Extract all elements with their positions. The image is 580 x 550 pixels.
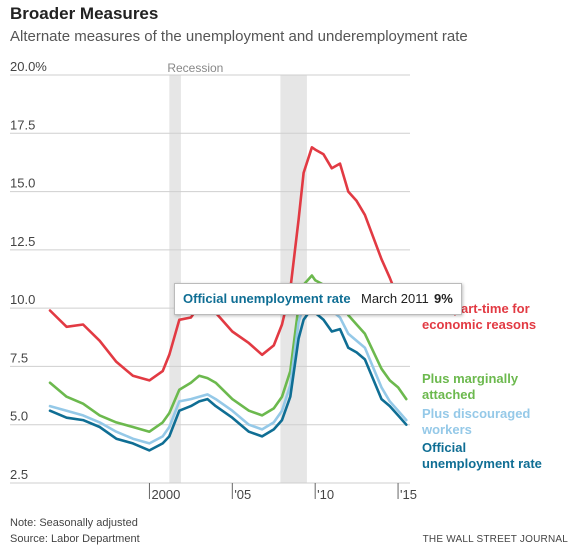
source-text: Source: Labor Department — [10, 533, 140, 545]
series-line — [48, 146, 408, 382]
gridlines — [10, 74, 410, 484]
y-tick-label: 7.5 — [10, 350, 28, 365]
y-tick-label: 2.5 — [10, 467, 28, 482]
recession-band — [169, 75, 181, 483]
series-label: Plus discouraged — [422, 406, 530, 421]
series-line — [48, 295, 408, 445]
series-label: economic reasons — [422, 317, 536, 332]
tooltip-series: Official unemployment rate — [183, 291, 351, 306]
tooltip: Official unemployment rate March 2011 9% — [174, 283, 462, 315]
series-line — [48, 274, 408, 434]
series-label: workers — [421, 422, 472, 437]
y-tick-label: 20.0% — [10, 59, 47, 74]
y-tick-label: 10.0 — [10, 292, 35, 307]
y-tick-label: 17.5 — [10, 117, 35, 132]
x-tick-label: '15 — [400, 487, 417, 502]
publisher-text: THE WALL STREET JOURNAL — [422, 534, 568, 545]
y-tick-label: 12.5 — [10, 234, 35, 249]
y-tick-label: 5.0 — [10, 409, 28, 424]
recession-bands: Recession — [167, 61, 307, 483]
tooltip-value: 9% — [434, 291, 453, 306]
series-lines — [48, 146, 408, 452]
y-axis-ticks: 20.0% 17.5 15.0 12.5 10.0 7.5 5.0 2.5 — [10, 59, 47, 482]
y-tick-label: 15.0 — [10, 176, 35, 191]
x-axis-ticks: 2000 '05 '10 '15 — [148, 483, 417, 502]
recession-band — [280, 75, 307, 483]
series-label: unemployment rate — [422, 456, 542, 471]
chart-subtitle: Alternate measures of the unemployment a… — [10, 28, 468, 45]
series-label: Plus marginally — [422, 371, 519, 386]
note-text: Note: Seasonally adjusted — [10, 517, 138, 529]
x-tick-label: 2000 — [151, 487, 180, 502]
x-tick-label: '10 — [317, 487, 334, 502]
series-label: attached — [422, 387, 476, 402]
chart-title: Broader Measures — [10, 4, 159, 23]
x-tick-label: '05 — [234, 487, 251, 502]
recession-label: Recession — [167, 61, 223, 75]
tooltip-date: March 2011 — [361, 291, 429, 306]
series-line — [48, 306, 408, 452]
series-label: Official — [422, 440, 466, 455]
